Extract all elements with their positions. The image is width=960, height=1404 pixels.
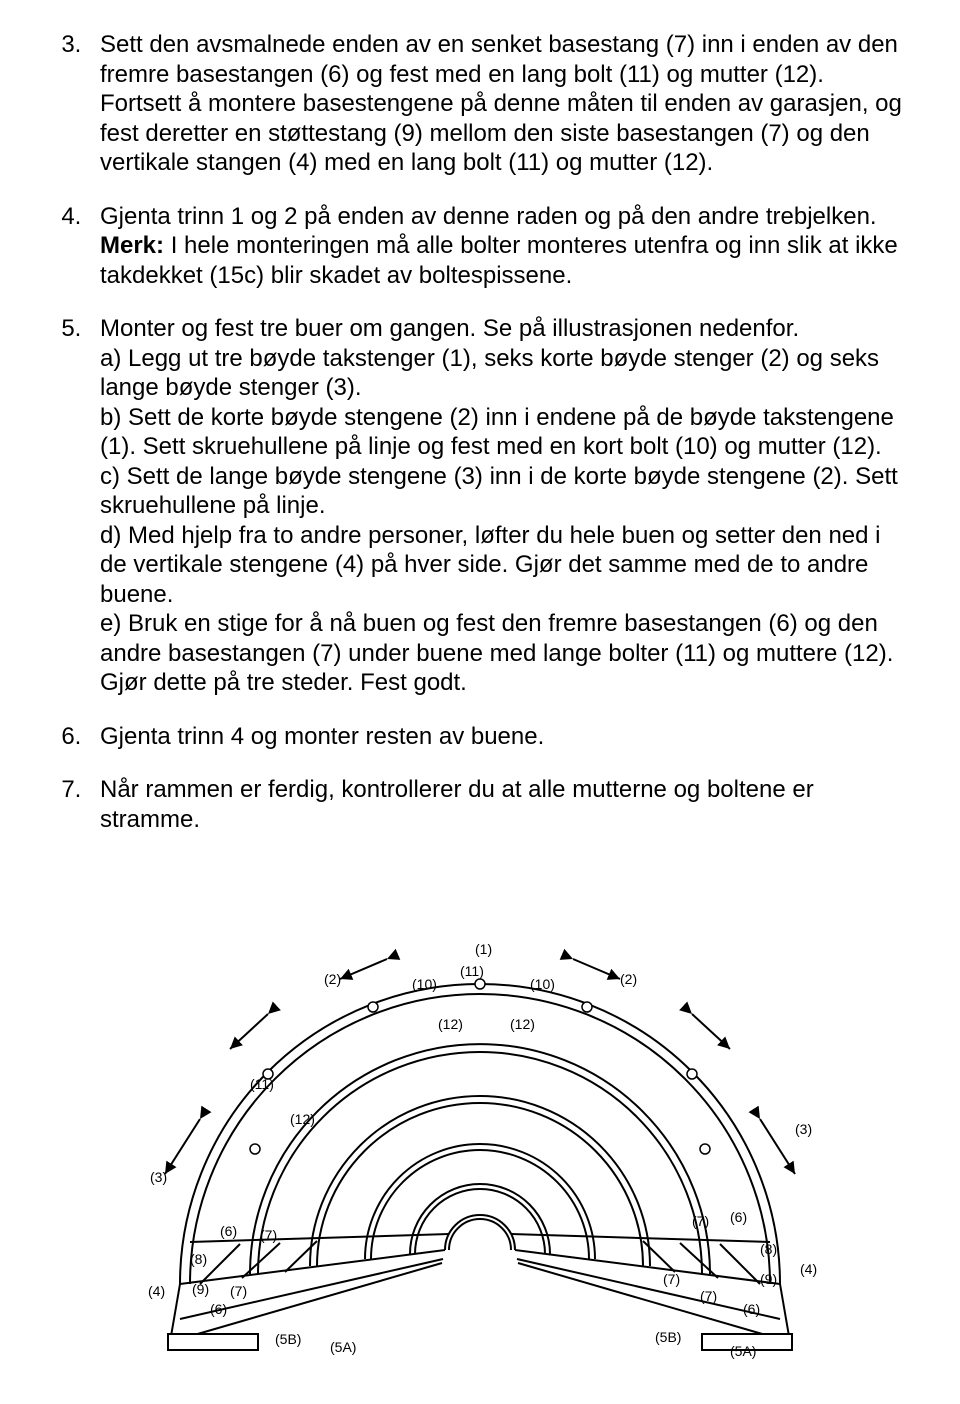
svg-text:(5A): (5A) <box>330 1339 356 1355</box>
svg-text:(6): (6) <box>210 1301 227 1317</box>
text-run: Gjenta trinn 1 og 2 på enden av denne ra… <box>100 203 877 230</box>
instruction-item-4: Gjenta trinn 1 og 2 på enden av denne ra… <box>88 202 908 291</box>
page: Sett den avsmalnede enden av en senket b… <box>0 0 960 1404</box>
svg-text:(7): (7) <box>700 1288 717 1304</box>
svg-text:(11): (11) <box>460 963 484 979</box>
text-run: e) Bruk en stige for å nå buen og fest d… <box>100 610 893 696</box>
svg-text:(12): (12) <box>438 1016 463 1032</box>
svg-text:(4): (4) <box>148 1283 165 1299</box>
svg-text:(5B): (5B) <box>655 1329 681 1345</box>
svg-text:(10): (10) <box>412 976 437 992</box>
text-run: I hele monteringen må alle bolter monter… <box>100 232 898 289</box>
instruction-list: Sett den avsmalnede enden av en senket b… <box>52 30 908 834</box>
svg-text:(3): (3) <box>150 1169 167 1185</box>
svg-text:(12): (12) <box>510 1016 535 1032</box>
svg-text:(8): (8) <box>760 1241 777 1257</box>
svg-text:(6): (6) <box>730 1209 747 1225</box>
svg-text:(1): (1) <box>475 941 492 957</box>
svg-text:(7): (7) <box>692 1213 709 1229</box>
svg-text:(7): (7) <box>230 1283 247 1299</box>
svg-text:(7): (7) <box>260 1227 277 1243</box>
instruction-item-5: Monter og fest tre buer om gangen. Se på… <box>88 314 908 698</box>
svg-text:(11): (11) <box>250 1076 274 1092</box>
svg-text:(9): (9) <box>760 1271 777 1287</box>
assembly-diagram: (1) (11) (10) (10) (2) (2) (12) (12) (11) (12) (3)… <box>130 864 830 1364</box>
text-run: c) Sett de lange bøyde stengene (3) inn … <box>100 463 898 520</box>
svg-text:(10): (10) <box>530 976 555 992</box>
svg-text:(9): (9) <box>192 1281 209 1297</box>
instruction-item-6: Gjenta trinn 4 og monter resten av buene… <box>88 722 908 752</box>
text-run: Merk: <box>100 232 164 259</box>
instruction-item-3: Sett den avsmalnede enden av en senket b… <box>88 30 908 178</box>
svg-text:(12): (12) <box>290 1111 315 1127</box>
diagram-container: (1) (11) (10) (10) (2) (2) (12) (12) (11) (12) (3)… <box>52 864 908 1364</box>
svg-text:(5B): (5B) <box>275 1331 301 1347</box>
svg-text:(7): (7) <box>663 1271 680 1287</box>
svg-text:(2): (2) <box>620 971 637 987</box>
svg-text:(5A): (5A) <box>730 1343 756 1359</box>
text-run: a) Legg ut tre bøyde takstenger (1), sek… <box>100 345 879 402</box>
text-run: Gjenta trinn 4 og monter resten av buene… <box>100 723 544 750</box>
svg-text:(2): (2) <box>324 971 341 987</box>
instruction-item-7: Når rammen er ferdig, kontrollerer du at… <box>88 775 908 834</box>
text-run: Monter og fest tre buer om gangen. Se på… <box>100 315 799 342</box>
svg-text:(8): (8) <box>190 1251 207 1267</box>
text-run: b) Sett de korte bøyde stengene (2) inn … <box>100 404 894 461</box>
text-run: d) Med hjelp fra to andre personer, løft… <box>100 522 881 608</box>
text-run: Sett den avsmalnede enden av en senket b… <box>100 31 902 176</box>
svg-text:(4): (4) <box>800 1261 817 1277</box>
text-run: Når rammen er ferdig, kontrollerer du at… <box>100 776 814 833</box>
svg-text:(6): (6) <box>220 1223 237 1239</box>
svg-text:(3): (3) <box>795 1121 812 1137</box>
svg-text:(6): (6) <box>743 1301 760 1317</box>
